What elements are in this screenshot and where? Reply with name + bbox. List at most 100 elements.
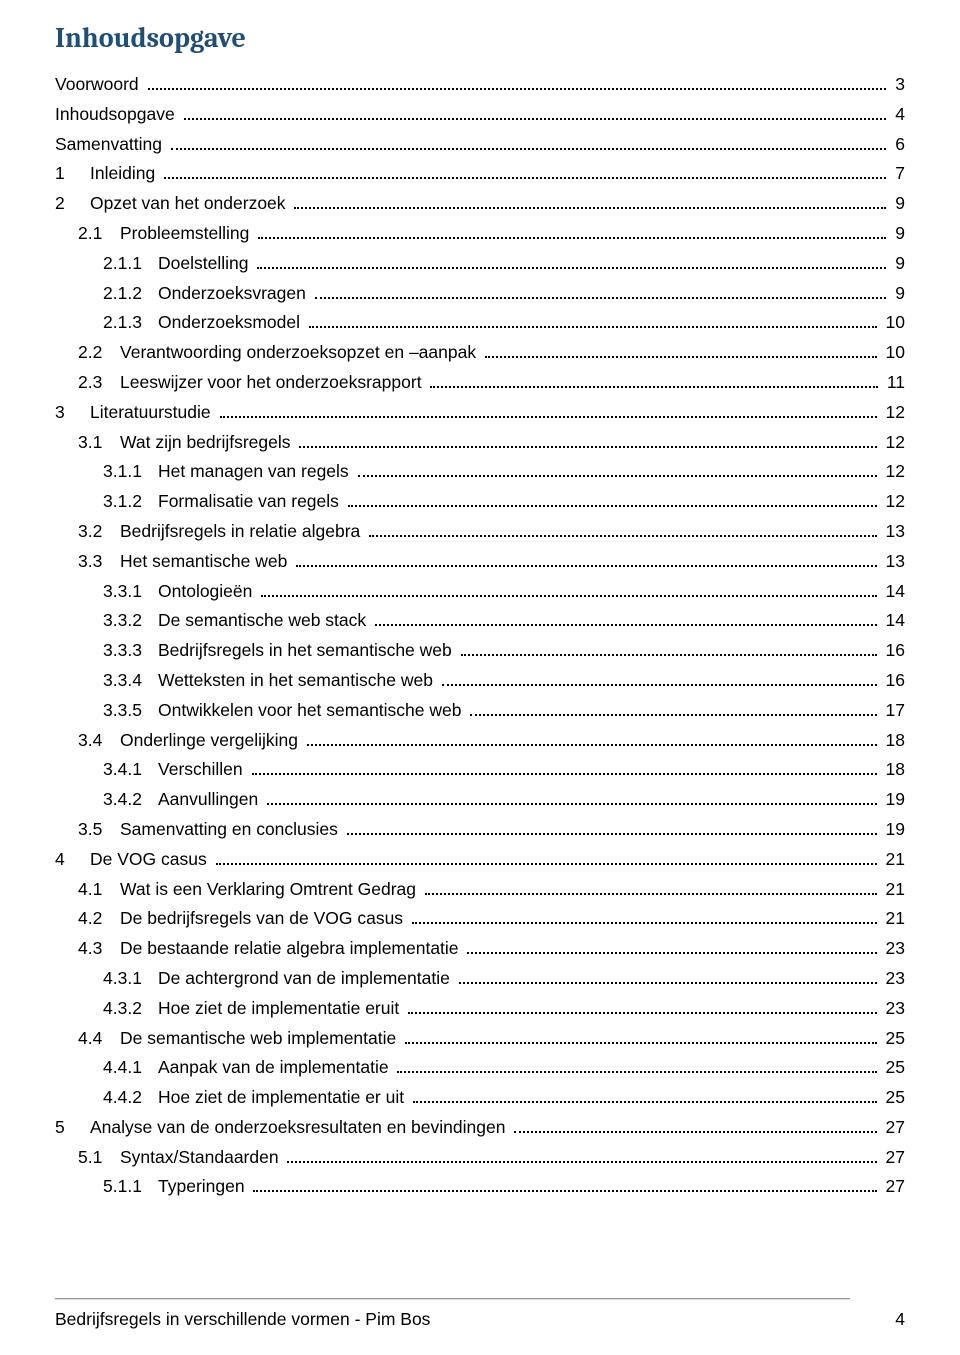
toc-entry-page: 6 — [890, 134, 905, 155]
toc-entry[interactable]: 3.3.3Bedrijfsregels in het semantische w… — [103, 640, 905, 661]
toc-entry[interactable]: 5.1.1Typeringen 27 — [103, 1176, 905, 1197]
footer-rule — [55, 1298, 850, 1300]
toc-leader-dots — [369, 535, 877, 537]
toc-leader-dots — [412, 922, 877, 924]
toc-entry[interactable]: 3Literatuurstudie 12 — [55, 402, 905, 423]
toc-entry-label: 4De VOG casus — [55, 849, 212, 870]
toc-entry-text: Bedrijfsregels in het semantische web — [158, 640, 452, 660]
toc-entry-label: 3.4.1Verschillen — [103, 759, 248, 780]
toc-entry-number: 3.1.1 — [103, 461, 158, 482]
toc-entry-number: 3 — [55, 402, 90, 423]
toc-entry-label: 2.1.2Onderzoeksvragen — [103, 283, 311, 304]
toc-entry-label: 4.3.2Hoe ziet de implementatie eruit — [103, 998, 404, 1019]
toc-entry-text: Doelstelling — [158, 253, 248, 273]
toc-entry[interactable]: 3.4.2Aanvullingen 19 — [103, 789, 905, 810]
toc-entry[interactable]: 3.1.1Het managen van regels 12 — [103, 461, 905, 482]
toc-entry[interactable]: 2.1Probleemstelling 9 — [78, 223, 905, 244]
toc-entry-label: 5.1.1Typeringen — [103, 1176, 249, 1197]
toc-entry[interactable]: 3.4Onderlinge vergelijking 18 — [78, 730, 905, 751]
toc-entry-page: 19 — [881, 789, 905, 810]
toc-entry[interactable]: 2.1.3Onderzoeksmodel 10 — [103, 312, 905, 333]
toc-entry[interactable]: 2Opzet van het onderzoek 9 — [55, 193, 905, 214]
toc-entry[interactable]: Voorwoord 3 — [55, 74, 905, 95]
toc-entry-label: 2Opzet van het onderzoek — [55, 193, 290, 214]
toc-entry[interactable]: 3.3.5Ontwikkelen voor het semantische we… — [103, 700, 905, 721]
toc-entry[interactable]: 3.5Samenvatting en conclusies 19 — [78, 819, 905, 840]
toc-entry[interactable]: 2.1.1Doelstelling 9 — [103, 253, 905, 274]
toc-entry-page: 23 — [881, 938, 905, 959]
toc-entry[interactable]: 4.3.1De achtergrond van de implementatie… — [103, 968, 905, 989]
toc-entry[interactable]: 4.1Wat is een Verklaring Omtrent Gedrag … — [78, 879, 905, 900]
page-title: Inhoudsopgave — [55, 22, 905, 54]
toc-entry-page: 9 — [890, 223, 905, 244]
toc-entry-page: 3 — [890, 74, 905, 95]
toc-entry-text: Wat is een Verklaring Omtrent Gedrag — [120, 879, 416, 899]
toc-leader-dots — [413, 1101, 877, 1103]
toc-entry[interactable]: 2.3Leeswijzer voor het onderzoeksrapport… — [78, 372, 905, 393]
toc-entry[interactable]: 3.3Het semantische web 13 — [78, 551, 905, 572]
toc-entry-text: Syntax/Standaarden — [120, 1147, 279, 1167]
toc-leader-dots — [485, 356, 877, 358]
toc-entry-number: 3.1.2 — [103, 491, 158, 512]
toc-entry-text: Aanpak van de implementatie — [158, 1057, 389, 1077]
toc-entry[interactable]: 2.2Verantwoording onderzoeksopzet en –aa… — [78, 342, 905, 363]
toc-entry[interactable]: 2.1.2Onderzoeksvragen 9 — [103, 283, 905, 304]
toc-entry[interactable]: 5Analyse van de onderzoeksresultaten en … — [55, 1117, 905, 1138]
toc-entry-number: 4.3 — [78, 938, 120, 959]
toc-entry[interactable]: 4De VOG casus 21 — [55, 849, 905, 870]
footer-page-number: 4 — [895, 1309, 905, 1330]
toc-entry[interactable]: 1Inleiding 7 — [55, 163, 905, 184]
toc-entry[interactable]: 3.4.1Verschillen 18 — [103, 759, 905, 780]
toc-entry[interactable]: 3.2Bedrijfsregels in relatie algebra 13 — [78, 521, 905, 542]
toc-entry-text: Leeswijzer voor het onderzoeksrapport — [120, 372, 422, 392]
toc-leader-dots — [405, 1042, 877, 1044]
toc-entry-text: Wetteksten in het semantische web — [158, 670, 433, 690]
toc-entry-number: 5.1.1 — [103, 1176, 158, 1197]
toc-entry[interactable]: 3.3.1Ontologieën 14 — [103, 581, 905, 602]
toc-entry[interactable]: 4.3.2Hoe ziet de implementatie eruit 23 — [103, 998, 905, 1019]
toc-entry[interactable]: 4.4.2Hoe ziet de implementatie er uit 25 — [103, 1087, 905, 1108]
toc-entry-label: 4.4De semantische web implementatie — [78, 1028, 401, 1049]
toc-entry-text: Formalisatie van regels — [158, 491, 339, 511]
toc-entry-label: 3.2Bedrijfsregels in relatie algebra — [78, 521, 365, 542]
toc-entry-number: 4.4.1 — [103, 1057, 158, 1078]
toc-entry[interactable]: 5.1Syntax/Standaarden 27 — [78, 1147, 905, 1168]
toc-leader-dots — [459, 982, 877, 984]
toc-entry-label: 4.4.2Hoe ziet de implementatie er uit — [103, 1087, 409, 1108]
toc-entry-page: 23 — [881, 998, 905, 1019]
toc-entry[interactable]: 4.4.1Aanpak van de implementatie 25 — [103, 1057, 905, 1078]
toc-entry-page: 11 — [882, 372, 905, 393]
toc-entry-page: 4 — [890, 104, 905, 125]
toc-leader-dots — [148, 88, 887, 90]
toc-entry-label: 2.3Leeswijzer voor het onderzoeksrapport — [78, 372, 426, 393]
toc-entry-number: 3.4.1 — [103, 759, 158, 780]
toc-entry[interactable]: Samenvatting 6 — [55, 134, 905, 155]
toc-entry-text: Ontwikkelen voor het semantische web — [158, 700, 461, 720]
toc-entry-text: De semantische web implementatie — [120, 1028, 396, 1048]
toc-entry[interactable]: 3.3.2De semantische web stack 14 — [103, 610, 905, 631]
toc-leader-dots — [315, 297, 887, 299]
toc-entry-number: 4.4 — [78, 1028, 120, 1049]
toc-entry[interactable]: 4.4De semantische web implementatie 25 — [78, 1028, 905, 1049]
toc-entry-page: 21 — [881, 908, 905, 929]
toc-entry-label: 4.3.1De achtergrond van de implementatie — [103, 968, 455, 989]
toc-entry-number: 5.1 — [78, 1147, 120, 1168]
toc-entry[interactable]: 3.3.4Wetteksten in het semantische web 1… — [103, 670, 905, 691]
toc-entry-number: 5 — [55, 1117, 90, 1138]
toc-entry-label: 2.2Verantwoording onderzoeksopzet en –aa… — [78, 342, 481, 363]
toc-entry[interactable]: 4.2De bedrijfsregels van de VOG casus 21 — [78, 908, 905, 929]
toc-entry-label: Inhoudsopgave — [55, 104, 180, 125]
toc-entry-text: De VOG casus — [90, 849, 207, 869]
toc-entry[interactable]: 4.3De bestaande relatie algebra implemen… — [78, 938, 905, 959]
toc-entry[interactable]: Inhoudsopgave 4 — [55, 104, 905, 125]
toc-entry-page: 27 — [881, 1117, 905, 1138]
toc-entry-number: 3.3 — [78, 551, 120, 572]
toc-entry-text: Typeringen — [158, 1176, 245, 1196]
toc-leader-dots — [267, 803, 877, 805]
toc-entry-text: Verantwoording onderzoeksopzet en –aanpa… — [120, 342, 476, 362]
toc-entry-number: 3.3.3 — [103, 640, 158, 661]
toc-entry-number: 4.4.2 — [103, 1087, 158, 1108]
toc-entry[interactable]: 3.1Wat zijn bedrijfsregels 12 — [78, 432, 905, 453]
toc-entry-label: 3.1.2Formalisatie van regels — [103, 491, 344, 512]
toc-entry[interactable]: 3.1.2Formalisatie van regels 12 — [103, 491, 905, 512]
